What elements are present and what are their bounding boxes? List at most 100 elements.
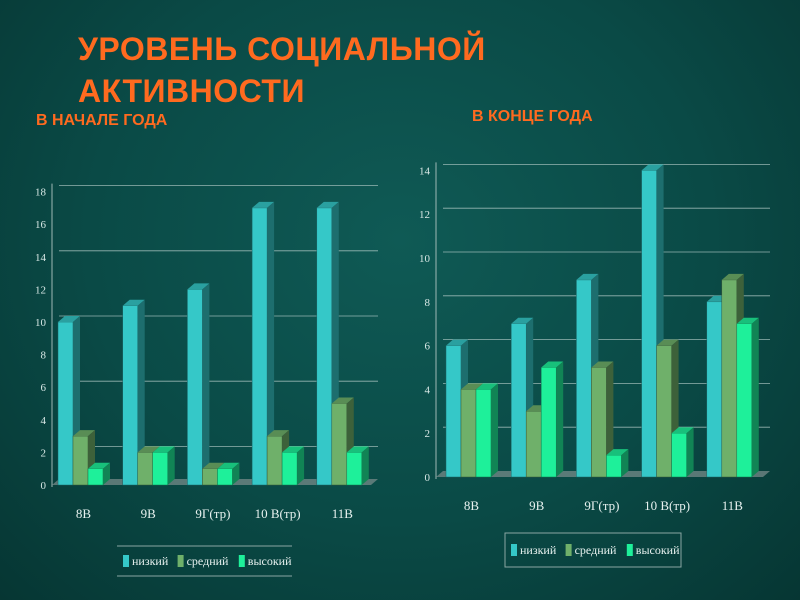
bar-top bbox=[576, 273, 599, 280]
y-tick-label: 4 bbox=[41, 415, 47, 427]
x-tick-label: 11В bbox=[722, 498, 744, 513]
bar-top bbox=[202, 462, 225, 469]
x-tick-label: 11В bbox=[332, 506, 354, 521]
bar-top bbox=[721, 273, 744, 280]
legend-swatch bbox=[626, 544, 633, 556]
legend-swatch bbox=[177, 555, 184, 567]
y-tick-label: 2 bbox=[41, 447, 47, 459]
x-tick-label: 9Г(тр) bbox=[195, 506, 230, 521]
x-tick-label: 9Г(тр) bbox=[584, 498, 619, 513]
bar-средний bbox=[721, 279, 738, 478]
bar-средний bbox=[72, 435, 89, 486]
bar-низкий bbox=[57, 321, 74, 486]
bar-top bbox=[606, 449, 629, 456]
bar-высокий bbox=[281, 452, 298, 486]
y-tick-label: 4 bbox=[425, 384, 431, 396]
bar-side bbox=[232, 462, 240, 485]
legend-label: средний bbox=[187, 554, 229, 568]
x-tick-label: 9В bbox=[529, 498, 545, 513]
bar-высокий bbox=[475, 389, 492, 478]
bar-side bbox=[606, 361, 614, 477]
bar-низкий bbox=[187, 289, 203, 486]
bar-top bbox=[267, 430, 290, 437]
bar-средний bbox=[266, 435, 283, 486]
bar-top bbox=[316, 201, 339, 208]
legend-label: низкий bbox=[132, 554, 169, 568]
chart-0: 0 2 4 6 8 10 12 14 16 18 8В 9В 9Г(тр) 10 В(тр) 11В низк… bbox=[35, 183, 378, 577]
bar-top bbox=[122, 299, 145, 306]
y-tick-label: 10 bbox=[419, 253, 431, 265]
chart-1: 0 2 4 6 8 10 12 14 8В 9В 9Г(тр) 10 В(тр) 11В низкий ср… bbox=[419, 162, 770, 568]
bar-top bbox=[217, 462, 240, 469]
bar-top bbox=[736, 317, 759, 324]
legend-box bbox=[504, 532, 682, 568]
title-line-2: АКТИВНОСТИ bbox=[78, 73, 305, 109]
x-tick-label: 8В bbox=[76, 506, 92, 521]
y-tick-label: 12 bbox=[35, 284, 46, 296]
bar-top bbox=[252, 201, 275, 208]
legend-label: низкий bbox=[520, 543, 557, 557]
chart-title-end: В КОНЦЕ ГОДА bbox=[472, 108, 593, 125]
bar-низкий bbox=[122, 305, 138, 486]
y-tick-label: 8 bbox=[41, 350, 47, 362]
bar-низкий bbox=[510, 323, 527, 478]
bar-side bbox=[621, 449, 629, 477]
bar-side bbox=[556, 361, 564, 477]
y-tick-label: 8 bbox=[425, 297, 431, 309]
bar-top bbox=[73, 430, 95, 437]
bar-top bbox=[58, 316, 80, 322]
title-line-1: УРОВЕНЬ СОЦИАЛЬНОЙ bbox=[78, 31, 486, 67]
bar-side bbox=[751, 317, 759, 477]
bar-top bbox=[88, 462, 110, 469]
bar-side bbox=[167, 446, 175, 485]
bar-средний bbox=[460, 389, 477, 478]
bar-top bbox=[446, 339, 468, 346]
bar-side bbox=[361, 446, 369, 485]
y-tick-label: 10 bbox=[35, 317, 47, 329]
bar-низкий bbox=[251, 207, 268, 486]
bar-низкий bbox=[641, 170, 657, 478]
bar-side bbox=[202, 283, 210, 485]
bar-top bbox=[641, 164, 664, 171]
bar-средний bbox=[656, 345, 672, 478]
legend-swatch bbox=[511, 544, 517, 556]
bar-side bbox=[137, 299, 145, 485]
y-tick-label: 14 bbox=[35, 252, 47, 264]
bar-средний bbox=[591, 367, 607, 478]
bar-top bbox=[591, 361, 614, 368]
bar-низкий bbox=[576, 279, 592, 478]
chart-title-start: В НАЧАЛЕ ГОДА bbox=[36, 112, 168, 129]
bar-средний bbox=[137, 452, 153, 486]
bar-высокий bbox=[152, 452, 168, 486]
bar-top bbox=[282, 446, 305, 453]
bar-средний bbox=[202, 468, 218, 486]
y-tick-label: 16 bbox=[35, 219, 47, 231]
x-tick-label: 8В bbox=[464, 498, 480, 513]
bar-высокий bbox=[87, 468, 104, 486]
x-tick-label: 10 В(тр) bbox=[644, 498, 690, 513]
bar-высокий bbox=[217, 468, 233, 486]
bar-top bbox=[476, 383, 498, 390]
y-tick-label: 0 bbox=[425, 472, 431, 484]
bar-top bbox=[461, 383, 483, 390]
bar-top bbox=[137, 446, 160, 453]
bar-низкий bbox=[445, 345, 462, 478]
bar-top bbox=[187, 283, 210, 290]
bar-низкий bbox=[706, 301, 723, 478]
bar-side bbox=[267, 201, 275, 485]
x-tick-label: 10 В(тр) bbox=[255, 506, 301, 521]
legend-swatch bbox=[238, 555, 245, 567]
bar-side bbox=[686, 427, 694, 477]
bar-top bbox=[511, 317, 534, 324]
bar-top bbox=[541, 361, 564, 368]
bar-высокий bbox=[736, 323, 753, 478]
bar-top bbox=[331, 397, 354, 404]
bar-высокий bbox=[540, 367, 557, 478]
y-tick-label: 6 bbox=[425, 341, 431, 353]
bar-top bbox=[152, 446, 175, 453]
bar-side bbox=[103, 462, 110, 485]
bar-высокий bbox=[346, 452, 363, 486]
bar-низкий bbox=[316, 207, 333, 486]
legend-label: средний bbox=[575, 543, 617, 557]
